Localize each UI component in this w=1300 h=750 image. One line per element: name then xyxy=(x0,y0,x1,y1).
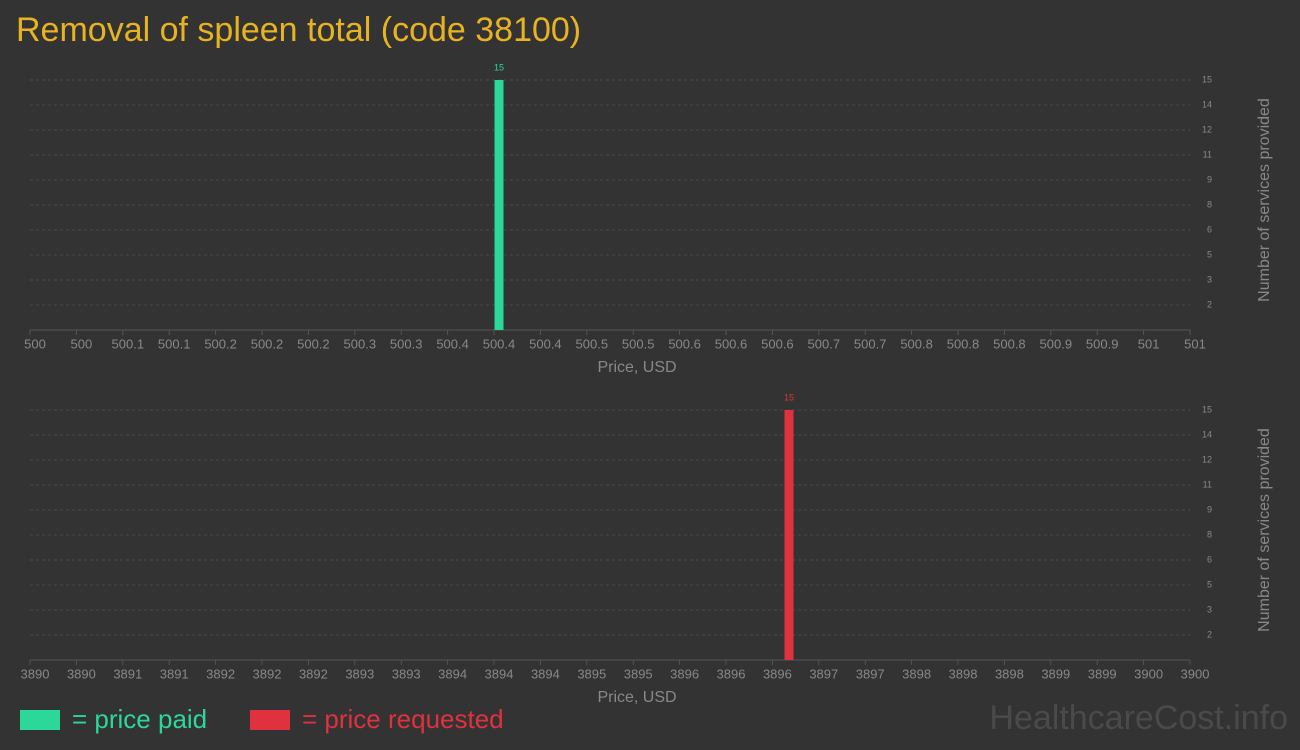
legend-swatch xyxy=(250,710,290,730)
y-tick-label: 3 xyxy=(1207,274,1212,284)
x-tick-label: 3894 xyxy=(485,666,514,681)
y-tick-label: 8 xyxy=(1207,529,1212,539)
x-tick-label: 3900 xyxy=(1181,666,1210,681)
y-tick-label: 14 xyxy=(1202,429,1212,439)
x-tick-label: 500.4 xyxy=(436,336,469,351)
x-tick-label: 500.2 xyxy=(297,336,330,351)
y-axis-label: Number of services provided xyxy=(1256,98,1273,302)
x-tick-label: 500.6 xyxy=(761,336,794,351)
data-label: 15 xyxy=(784,392,794,402)
x-tick-label: 3894 xyxy=(438,666,467,681)
x-tick-label: 500.5 xyxy=(622,336,655,351)
x-tick-label: 3898 xyxy=(995,666,1024,681)
watermark: HealthcareCost.info xyxy=(989,699,1288,737)
x-tick-label: 500.2 xyxy=(251,336,284,351)
y-tick-label: 12 xyxy=(1202,454,1212,464)
bar xyxy=(494,80,504,330)
x-tick-label: 3895 xyxy=(624,666,653,681)
x-tick-label: 500.3 xyxy=(344,336,377,351)
x-tick-label: 500.9 xyxy=(1040,336,1073,351)
y-tick-label: 11 xyxy=(1203,149,1212,159)
y-tick-label: 9 xyxy=(1207,174,1212,184)
x-tick-label: 500.1 xyxy=(158,336,191,351)
y-tick-label: 11 xyxy=(1203,479,1212,489)
x-tick-label: 3892 xyxy=(206,666,235,681)
x-tick-label: 3892 xyxy=(299,666,328,681)
x-tick-label: 500.2 xyxy=(204,336,237,351)
x-tick-label: 3898 xyxy=(949,666,978,681)
x-tick-label: 3899 xyxy=(1041,666,1070,681)
y-tick-label: 9 xyxy=(1207,504,1212,514)
x-axis-label: Price, USD xyxy=(597,359,676,376)
x-tick-label: 3898 xyxy=(902,666,931,681)
x-tick-label: 3893 xyxy=(345,666,374,681)
x-tick-label: 500.5 xyxy=(576,336,609,351)
x-tick-label: 500.3 xyxy=(390,336,423,351)
x-tick-label: 500.4 xyxy=(529,336,562,351)
legend-swatch xyxy=(20,710,60,730)
x-tick-label: 500.8 xyxy=(900,336,933,351)
y-tick-label: 15 xyxy=(1202,74,1212,84)
x-tick-label: 500.9 xyxy=(1086,336,1119,351)
x-tick-label: 500.6 xyxy=(668,336,701,351)
x-tick-label: 500 xyxy=(24,336,46,351)
x-tick-label: 3895 xyxy=(577,666,606,681)
x-tick-label: 3894 xyxy=(531,666,560,681)
y-tick-label: 14 xyxy=(1202,99,1212,109)
x-tick-label: 501 xyxy=(1138,336,1160,351)
x-tick-label: 3896 xyxy=(763,666,792,681)
y-tick-label: 3 xyxy=(1207,604,1212,614)
x-tick-label: 500.1 xyxy=(112,336,145,351)
chart-title: Removal of spleen total (code 38100) xyxy=(16,11,581,49)
x-tick-label: 500 xyxy=(71,336,93,351)
y-tick-label: 2 xyxy=(1207,629,1212,639)
x-tick-label: 3896 xyxy=(670,666,699,681)
x-tick-label: 3896 xyxy=(717,666,746,681)
x-tick-label: 3890 xyxy=(67,666,96,681)
x-tick-label: 3900 xyxy=(1134,666,1163,681)
y-tick-label: 5 xyxy=(1207,249,1212,259)
x-tick-label: 501 xyxy=(1184,336,1206,351)
x-tick-label: 3899 xyxy=(1088,666,1117,681)
y-tick-label: 6 xyxy=(1207,224,1212,234)
x-tick-label: 500.6 xyxy=(715,336,748,351)
y-tick-label: 12 xyxy=(1202,124,1212,134)
x-tick-label: 500.8 xyxy=(947,336,980,351)
y-tick-label: 15 xyxy=(1202,404,1212,414)
y-tick-label: 2 xyxy=(1207,299,1212,309)
y-axis-label: Number of services provided xyxy=(1256,428,1273,632)
bar xyxy=(784,410,794,660)
x-tick-label: 3891 xyxy=(160,666,189,681)
x-tick-label: 3893 xyxy=(392,666,421,681)
data-label: 15 xyxy=(494,62,504,72)
x-tick-label: 3897 xyxy=(809,666,838,681)
x-axis-label: Price, USD xyxy=(597,689,676,706)
x-tick-label: 3890 xyxy=(21,666,50,681)
y-tick-label: 6 xyxy=(1207,554,1212,564)
x-tick-label: 500.7 xyxy=(808,336,841,351)
x-tick-label: 3897 xyxy=(856,666,885,681)
legend-label: = price requested xyxy=(302,704,504,734)
legend-label: = price paid xyxy=(72,704,207,734)
y-tick-label: 5 xyxy=(1207,579,1212,589)
y-tick-label: 8 xyxy=(1207,199,1212,209)
x-tick-label: 500.4 xyxy=(483,336,516,351)
x-tick-label: 3892 xyxy=(253,666,282,681)
x-tick-label: 500.8 xyxy=(993,336,1026,351)
x-tick-label: 500.7 xyxy=(854,336,887,351)
x-tick-label: 3891 xyxy=(113,666,142,681)
